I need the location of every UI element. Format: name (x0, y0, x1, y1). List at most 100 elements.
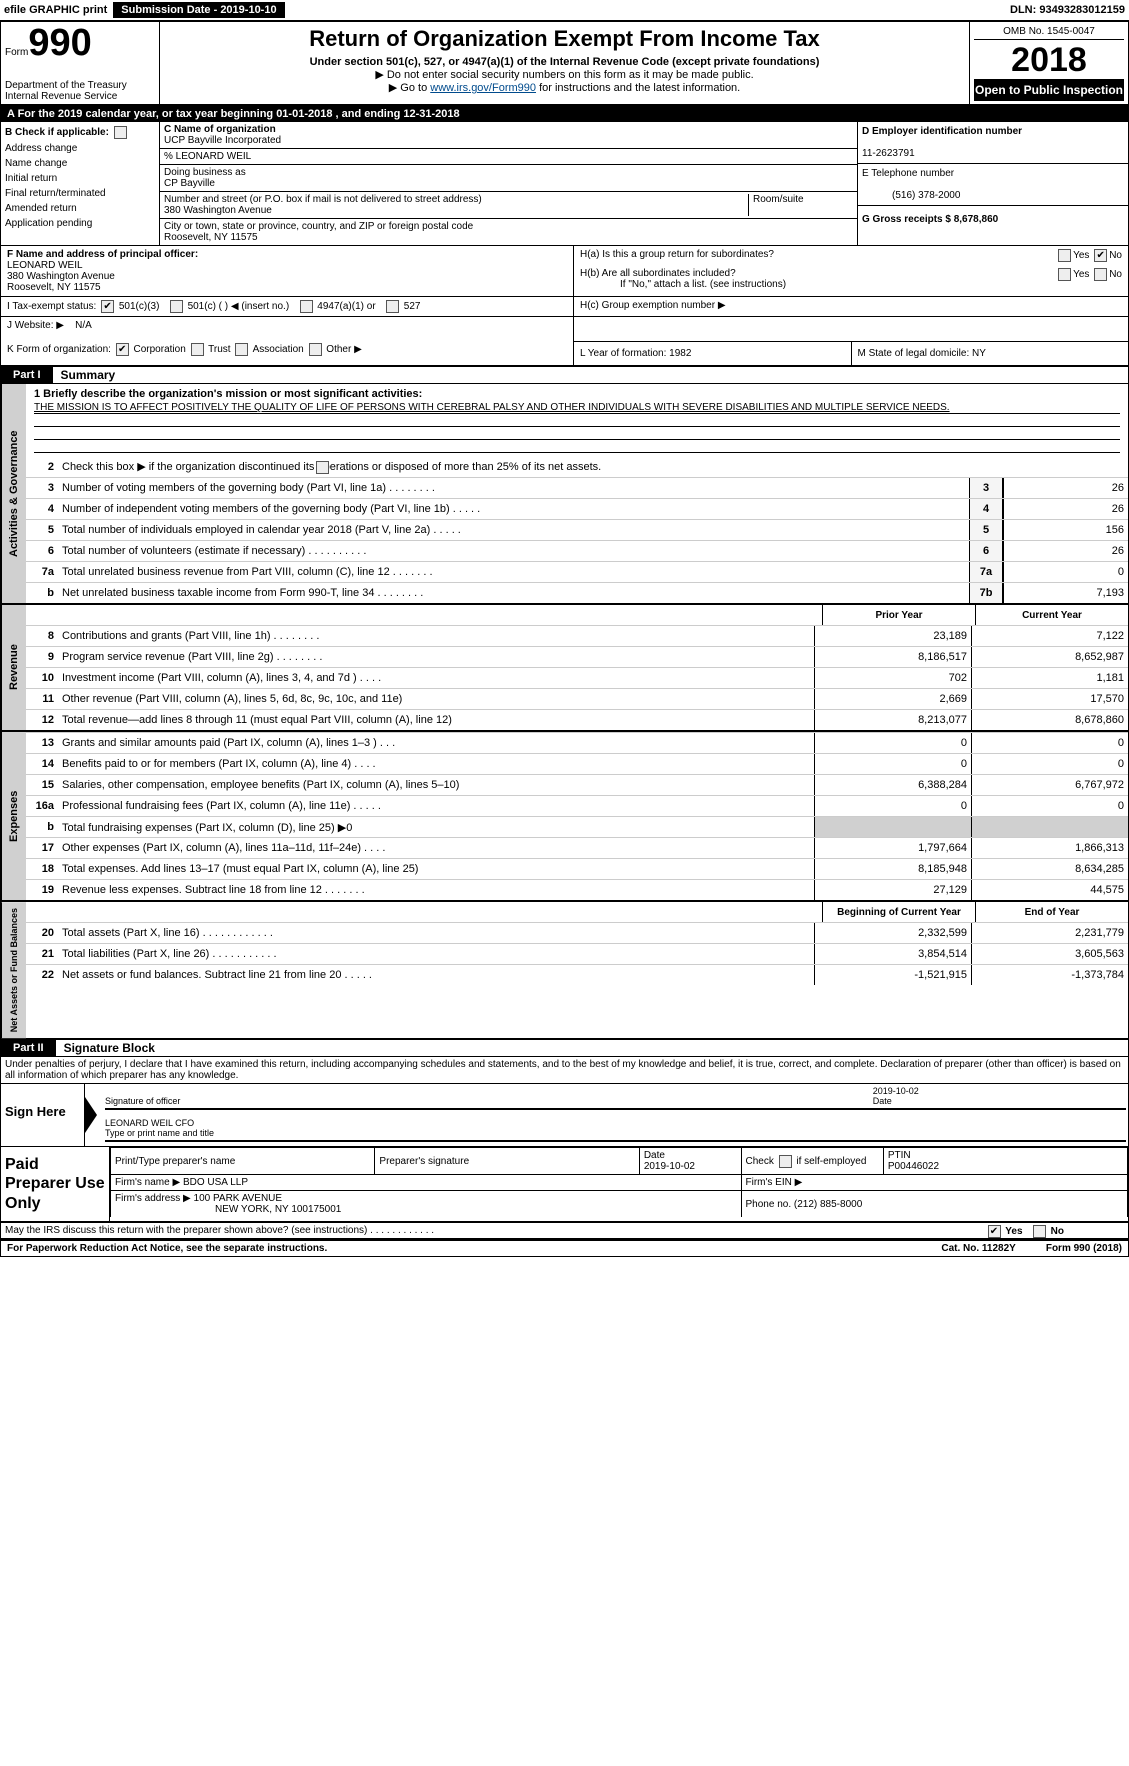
checkbox-icon[interactable] (309, 343, 322, 356)
paid-preparer-block: Paid Preparer Use Only Print/Type prepar… (1, 1147, 1128, 1223)
table-row: 15Salaries, other compensation, employee… (26, 774, 1128, 795)
part2-header-row: Part II Signature Block (1, 1040, 1128, 1057)
table-row: 3Number of voting members of the governi… (26, 477, 1128, 498)
checkbox-icon[interactable] (1094, 249, 1107, 262)
table-row: 9Program service revenue (Part VIII, lin… (26, 646, 1128, 667)
irs-link[interactable]: www.irs.gov/Form990 (430, 82, 536, 94)
table-row: 11Other revenue (Part VIII, column (A), … (26, 688, 1128, 709)
box-c: C Name of organization UCP Bayville Inco… (160, 122, 858, 245)
checkbox-icon[interactable] (1058, 249, 1071, 262)
sign-here-label: Sign Here (1, 1084, 85, 1146)
gross-receipts: G Gross receipts $ 8,678,860 (862, 214, 998, 225)
box-j-klm: J Website: ▶ N/A K Form of organization:… (1, 317, 1128, 367)
part2-badge: Part II (1, 1040, 56, 1056)
table-row: 19Revenue less expenses. Subtract line 1… (26, 879, 1128, 900)
checkbox-icon[interactable] (114, 126, 127, 139)
year-cell: OMB No. 1545-0047 2018 Open to Public In… (970, 22, 1128, 104)
open-public-badge: Open to Public Inspection (974, 79, 1124, 101)
table-row: 8Contributions and grants (Part VIII, li… (26, 625, 1128, 646)
arrow-icon (85, 1097, 97, 1133)
sign-here-block: Sign Here Signature of officer 2019-10-0… (1, 1083, 1128, 1147)
table-row: 18Total expenses. Add lines 13–17 (must … (26, 858, 1128, 879)
firm-phone: Phone no. (212) 885-8000 (746, 1199, 863, 1210)
table-row: 5Total number of individuals employed in… (26, 519, 1128, 540)
prep-date: 2019-10-02 (644, 1161, 695, 1172)
checkbox-icon[interactable] (1094, 268, 1107, 281)
table-row: bTotal fundraising expenses (Part IX, co… (26, 816, 1128, 837)
mission-text: THE MISSION IS TO AFFECT POSITIVELY THE … (34, 402, 1120, 414)
org-name: UCP Bayville Incorporated (164, 135, 281, 146)
discuss-row: May the IRS discuss this return with the… (1, 1223, 1128, 1240)
form-subtitle-1: Under section 501(c), 527, or 4947(a)(1)… (164, 56, 965, 68)
dba-name: CP Bayville (164, 178, 215, 189)
checkbox-icon[interactable] (191, 343, 204, 356)
vtab-netassets: Net Assets or Fund Balances (1, 902, 26, 1038)
vtab-revenue: Revenue (1, 605, 26, 730)
checkbox-icon[interactable] (1058, 268, 1071, 281)
form-id-cell: Form990 Department of the Treasury Inter… (1, 22, 160, 104)
form-subtitle-2: ▶ Do not enter social security numbers o… (164, 68, 965, 81)
dept-label: Department of the Treasury (5, 80, 155, 91)
irs-label: Internal Revenue Service (5, 91, 155, 102)
vtab-activities: Activities & Governance (1, 384, 26, 603)
phone-value: (516) 378-2000 (862, 190, 960, 201)
section-b: B Check if applicable: Address change Na… (1, 122, 1128, 246)
firm-address: 100 PARK AVENUE (194, 1193, 283, 1204)
line-a: A For the 2019 calendar year, or tax yea… (1, 106, 1128, 122)
ein-value: 11-2623791 (862, 148, 915, 159)
box-i-hc: I Tax-exempt status: 501(c)(3) 501(c) ( … (1, 297, 1128, 317)
footer-right: Form 990 (2018) (1046, 1243, 1122, 1254)
activities-governance-section: Activities & Governance 1 Briefly descri… (1, 384, 1128, 605)
table-row: bNet unrelated business taxable income f… (26, 582, 1128, 603)
checkbox-icon[interactable] (170, 300, 183, 313)
form-header: Form990 Department of the Treasury Inter… (1, 22, 1128, 106)
page-footer: For Paperwork Reduction Act Notice, see … (1, 1240, 1128, 1256)
paid-preparer-label: Paid Preparer Use Only (1, 1147, 110, 1221)
footer-left: For Paperwork Reduction Act Notice, see … (7, 1243, 327, 1254)
street-address: 380 Washington Avenue (164, 205, 272, 216)
efile-label: efile GRAPHIC print (4, 4, 107, 16)
checkbox-icon[interactable] (386, 300, 399, 313)
table-row: 17Other expenses (Part IX, column (A), l… (26, 837, 1128, 858)
table-row: 14Benefits paid to or for members (Part … (26, 753, 1128, 774)
table-row: 21Total liabilities (Part X, line 26) . … (26, 943, 1128, 964)
box-f-h: F Name and address of principal officer:… (1, 246, 1128, 297)
table-row: 6Total number of volunteers (estimate if… (26, 540, 1128, 561)
checkbox-icon[interactable] (101, 300, 114, 313)
submission-date-badge: Submission Date - 2019-10-10 (113, 2, 284, 18)
expenses-section: Expenses 13Grants and similar amounts pa… (1, 732, 1128, 902)
part1-header-row: Part I Summary (1, 367, 1128, 384)
table-row: 22Net assets or fund balances. Subtract … (26, 964, 1128, 985)
checkbox-icon[interactable] (116, 343, 129, 356)
top-bar: efile GRAPHIC print Submission Date - 20… (0, 0, 1129, 21)
checkbox-icon[interactable] (779, 1155, 792, 1168)
part2-title: Signature Block (56, 1041, 155, 1055)
tax-year: 2018 (974, 40, 1124, 79)
checkbox-icon[interactable] (988, 1225, 1001, 1238)
table-row: 16aProfessional fundraising fees (Part I… (26, 795, 1128, 816)
table-row: 12Total revenue—add lines 8 through 11 (… (26, 709, 1128, 730)
box-deg: D Employer identification number 11-2623… (858, 122, 1128, 245)
checkbox-icon[interactable] (300, 300, 313, 313)
form-frame: Form990 Department of the Treasury Inter… (0, 21, 1129, 1257)
website-value: N/A (75, 320, 92, 331)
checkbox-icon[interactable] (235, 343, 248, 356)
officer-name-title: LEONARD WEIL CFO (105, 1118, 194, 1128)
ptin-value: P00446022 (888, 1161, 939, 1172)
form-number: 990 (28, 22, 91, 64)
revenue-section: Revenue Prior Year Current Year 8Contrib… (1, 605, 1128, 732)
table-row: 13Grants and similar amounts paid (Part … (26, 732, 1128, 753)
netassets-section: Net Assets or Fund Balances Beginning of… (1, 902, 1128, 1040)
form-title-cell: Return of Organization Exempt From Incom… (160, 22, 970, 104)
year-formation: L Year of formation: 1982 (574, 342, 852, 365)
table-row: 4Number of independent voting members of… (26, 498, 1128, 519)
perjury-text: Under penalties of perjury, I declare th… (1, 1057, 1128, 1083)
vtab-expenses: Expenses (1, 732, 26, 900)
checkbox-icon[interactable] (316, 461, 329, 474)
footer-catno: Cat. No. 11282Y (941, 1243, 1015, 1254)
checkbox-icon[interactable] (1033, 1225, 1046, 1238)
dln-label: DLN: 93493283012159 (1010, 4, 1125, 16)
care-of: % LEONARD WEIL (164, 151, 251, 162)
sig-date: 2019-10-02 (873, 1086, 919, 1096)
table-row: 20Total assets (Part X, line 16) . . . .… (26, 922, 1128, 943)
